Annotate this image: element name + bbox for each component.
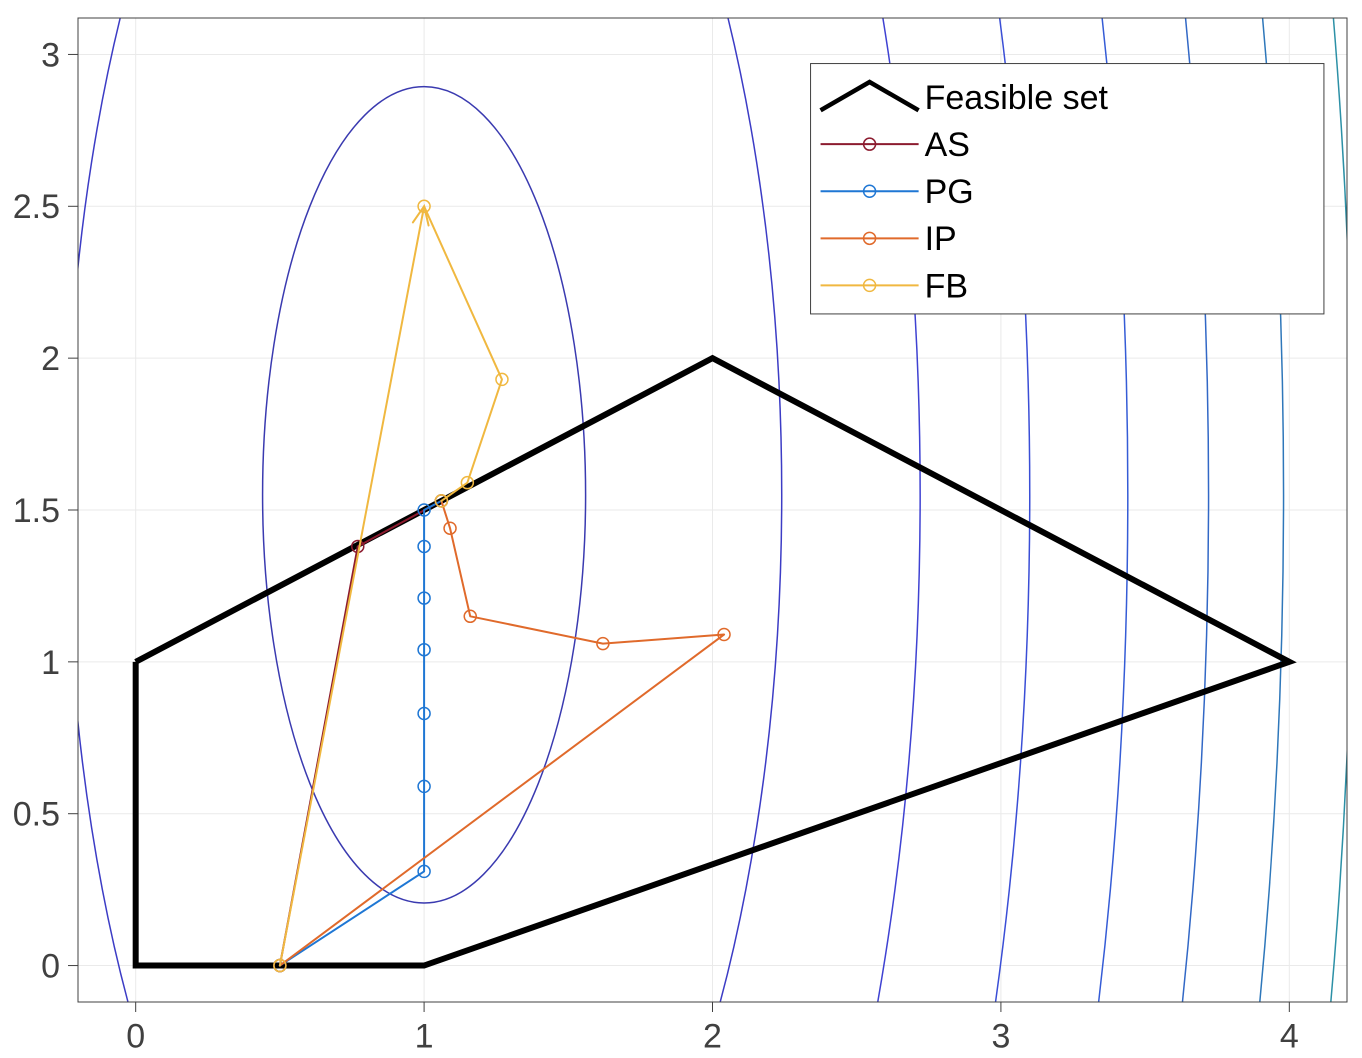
y-tick-label: 0.5 <box>13 796 60 834</box>
legend-label-AS: AS <box>925 126 970 164</box>
x-tick-label: 3 <box>991 1018 1010 1056</box>
x-tick-label: 2 <box>703 1018 722 1056</box>
x-tick-label: 0 <box>126 1018 145 1056</box>
legend-label-PG: PG <box>925 173 974 211</box>
y-tick-label: 1.5 <box>13 492 60 530</box>
y-tick-label: 1 <box>41 644 60 682</box>
optimization-paths-chart: 0 1 2 3 4 0 0.5 1 1.5 2 2.5 3 Feasible set AS PG IP FB <box>0 0 1362 1058</box>
y-tick-label: 3 <box>41 36 60 74</box>
y-tick-label: 2.5 <box>13 188 60 226</box>
x-tick-label: 1 <box>415 1018 434 1056</box>
y-tick-label: 2 <box>41 340 60 378</box>
legend: Feasible set AS PG IP FB <box>811 64 1324 314</box>
chart-container: 0 1 2 3 4 0 0.5 1 1.5 2 2.5 3 Feasible set AS PG IP FB <box>0 0 1362 1058</box>
y-tick-label: 0 <box>41 947 60 985</box>
legend-label-IP: IP <box>925 220 957 258</box>
legend-label-feasible: Feasible set <box>925 79 1109 117</box>
legend-label-FB: FB <box>925 267 968 305</box>
x-tick-label: 4 <box>1280 1018 1299 1056</box>
